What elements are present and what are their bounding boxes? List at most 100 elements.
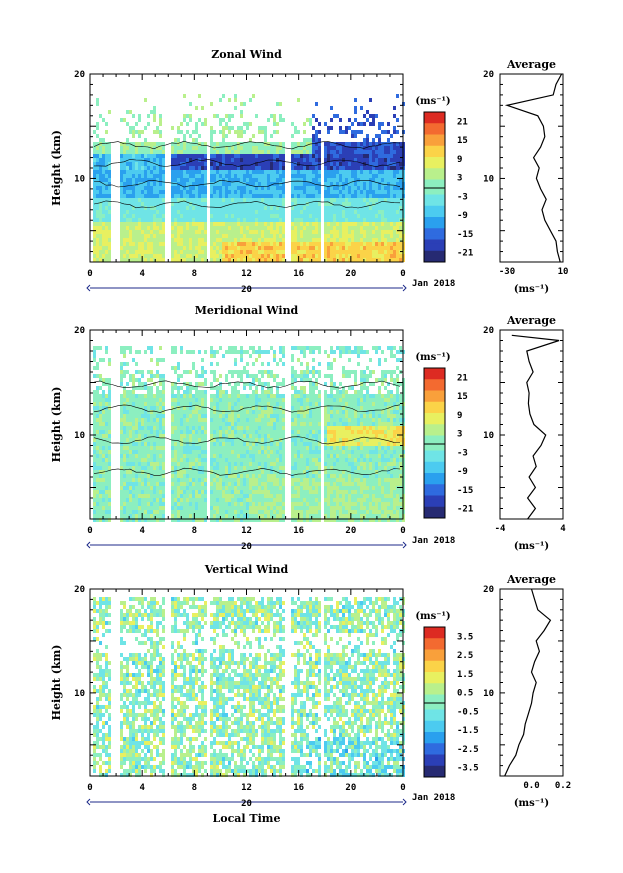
heatmap-cell [261,206,264,210]
heatmap-cell [219,426,222,430]
heatmap-cell [318,130,321,134]
heatmap-cell [102,398,105,402]
heatmap-cell [225,378,228,382]
heatmap-cell [141,506,144,510]
heatmap-cell [159,466,162,470]
heatmap-cell [144,466,147,470]
heatmap-cell [303,242,306,246]
heatmap-cell [138,146,141,150]
heatmap-cell [318,206,321,210]
heatmap-cell [144,434,147,438]
heatmap-cell [240,130,243,134]
heatmap-cell [192,406,195,410]
heatmap-cell [183,414,186,418]
heatmap-cell [150,474,153,478]
heatmap-cell [381,154,384,158]
heatmap-cell [231,434,234,438]
heatmap-cell [120,462,123,466]
heatmap-cell [399,186,402,190]
heatmap-cell [195,434,198,438]
heatmap-cell [225,126,228,130]
heatmap-cell [252,186,255,190]
heatmap-cell [138,190,141,194]
heatmap-cell [387,190,390,194]
heatmap-cell [180,442,183,446]
heatmap-cell [306,166,309,170]
heatmap-cell [264,250,267,254]
heatmap-cell [234,234,237,238]
heatmap-cell [192,366,195,370]
heatmap-cell [213,142,216,146]
heatmap-cell [393,242,396,246]
heatmap-cell [291,150,294,154]
heatmap-cell [399,162,402,166]
heatmap-cell [222,482,225,486]
heatmap-cell [333,234,336,238]
heatmap-cell [216,162,219,166]
heatmap-cell [384,218,387,222]
colorbar-band [424,119,445,124]
heatmap-cell [153,414,156,418]
heatmap-cell [327,250,330,254]
heatmap-cell [222,154,225,158]
heatmap-cell [237,394,240,398]
heatmap-cell [150,194,153,198]
heatmap-cell [138,178,141,182]
heatmap-cell [174,170,177,174]
heatmap-cell [249,190,252,194]
heatmap-cell [204,234,207,238]
heatmap-cell [381,226,384,230]
heatmap-cell [144,218,147,222]
heatmap-cell [99,166,102,170]
heatmap-cell [192,402,195,406]
heatmap-cell [156,150,159,154]
heatmap-cell [237,162,240,166]
heatmap-cell [144,474,147,478]
heatmap-cell [177,406,180,410]
heatmap-cell [237,374,240,378]
heatmap-cell [228,478,231,482]
heatmap-cell [201,202,204,206]
heatmap-cell [138,222,141,226]
heatmap-cell [138,214,141,218]
heatmap-cell [231,214,234,218]
heatmap-cell [105,222,108,226]
heatmap-cell [375,158,378,162]
heatmap-cell [333,202,336,206]
heatmap-cell [108,162,111,166]
heatmap-cell [138,454,141,458]
colorbar-band [424,183,445,188]
heatmap-cell [312,142,315,146]
heatmap-cell [141,198,144,202]
heatmap-cell [234,258,237,262]
heatmap-cell [228,142,231,146]
heatmap-cell [249,98,252,102]
heatmap-cell [393,130,396,134]
heatmap-cell [228,502,231,506]
heatmap-cell [378,154,381,158]
heatmap-cell [342,142,345,146]
heatmap-cell [135,254,138,258]
heatmap-cell [348,210,351,214]
heatmap-cell [183,94,186,98]
heatmap-cell [216,478,219,482]
heatmap-cell [159,234,162,238]
heatmap-cell [186,218,189,222]
heatmap-cell [399,146,402,150]
heatmap-cell [249,242,252,246]
heatmap-cell [153,482,156,486]
heatmap-cell [216,242,219,246]
heatmap-cell [228,186,231,190]
heatmap-cell [150,374,153,378]
heatmap-cell [399,150,402,154]
heatmap-cell [99,430,102,434]
heatmap-cell [318,250,321,254]
heatmap-cell [96,166,99,170]
heatmap-cell [246,254,249,258]
heatmap-cell [174,490,177,494]
heatmap-cell [354,162,357,166]
heatmap-cell [177,466,180,470]
heatmap-cell [180,250,183,254]
heatmap-cell [102,142,105,146]
heatmap-cell [339,190,342,194]
